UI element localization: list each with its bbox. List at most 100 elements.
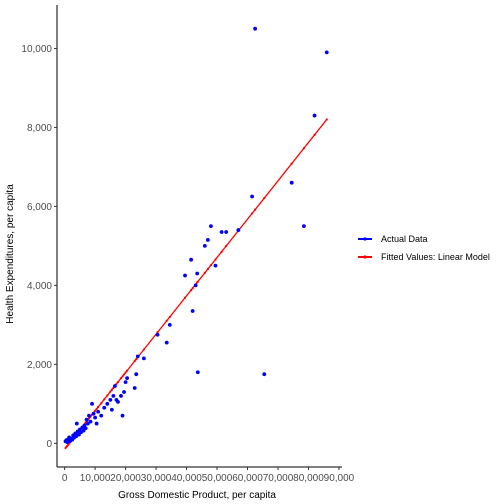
data-point [122, 390, 126, 394]
fitted-point [156, 331, 159, 334]
data-point [189, 257, 194, 262]
data-point [195, 370, 200, 375]
data-point [236, 228, 241, 232]
data-point [219, 230, 224, 234]
fitted-point [190, 289, 193, 292]
fitted-point [209, 264, 213, 267]
fitted-point [225, 244, 228, 248]
data-point [111, 394, 116, 398]
legend-label-actual-data: Actual Data [381, 234, 428, 244]
data-point [99, 413, 104, 418]
y-tick-label: 8,000 [27, 123, 52, 134]
data-point [167, 322, 172, 327]
fitted-point [133, 359, 136, 363]
fitted-point [100, 402, 103, 405]
data-point [262, 372, 267, 377]
x-tick-label: 70,000 [263, 473, 294, 484]
data-point [108, 397, 113, 402]
data-point [193, 283, 198, 288]
data-point [96, 409, 101, 414]
x-tick-label: 20,000 [110, 473, 141, 484]
fitted-point [124, 371, 127, 374]
data-point [93, 415, 98, 420]
data-point [195, 271, 200, 276]
data-point [120, 413, 125, 418]
y-tick-label: 10,000 [21, 44, 52, 55]
fitted-point [106, 394, 109, 397]
data-point [94, 421, 99, 426]
fitted-point [116, 381, 120, 384]
data-point [90, 401, 94, 406]
fitted-point [168, 315, 171, 319]
x-tick-label: 60,000 [232, 473, 263, 484]
fitted-point [109, 390, 112, 393]
fitted-point [254, 208, 257, 211]
fitted-point [290, 162, 293, 165]
data-point [289, 180, 294, 185]
fitted-point [142, 348, 145, 351]
fitted-point [121, 375, 124, 378]
data-point [213, 263, 218, 268]
data-point [312, 113, 317, 118]
data-point [132, 386, 137, 390]
fitted-point [214, 258, 217, 261]
data-point [113, 384, 117, 388]
data-point [155, 332, 160, 337]
fitted-point [183, 296, 187, 299]
data-point [84, 417, 89, 422]
data-point [87, 413, 91, 418]
data-point [164, 340, 169, 345]
data-point [125, 376, 130, 381]
data-point [85, 421, 90, 426]
x-axis-title: Gross Domestic Product, per capita [118, 490, 276, 501]
data-point [250, 194, 254, 199]
data-point [102, 405, 107, 410]
data-point [74, 434, 79, 439]
x-tick-label: 90,000 [324, 473, 355, 484]
data-point [202, 243, 207, 248]
x-tick-label: 10,000 [80, 473, 111, 484]
fitted-point [250, 212, 254, 215]
data-point [209, 224, 213, 229]
legend-key-actual-data-point [363, 237, 367, 241]
data-point [190, 309, 195, 313]
x-axis: 0 10,000 20,000 30,000 40,000 50,000 60,000 70,… [57, 466, 355, 484]
fitted-point [313, 133, 316, 136]
fitted-point [126, 369, 129, 372]
fitted-point [103, 398, 106, 401]
fitted-point [95, 407, 98, 411]
fitted-point [110, 388, 113, 391]
fitted-point [87, 417, 91, 420]
y-tick-label: 0 [46, 439, 52, 450]
data-point [183, 273, 187, 278]
data-point [105, 401, 110, 406]
legend-item-actual-data: Actual Data [358, 234, 428, 244]
x-tick-label: 40,000 [171, 473, 202, 484]
fitted-point [203, 271, 206, 274]
fitted-point [119, 377, 123, 380]
data-point [224, 230, 229, 234]
fitted-point [206, 267, 209, 271]
fitted-point [196, 280, 199, 283]
data-point [119, 394, 123, 398]
fitted-point [263, 197, 266, 200]
legend-key-fitted-values-point [363, 255, 367, 259]
fitted-point [94, 409, 97, 412]
data-point [141, 356, 146, 361]
legend-label-fitted-values: Fitted Values: Linear Model [381, 252, 490, 262]
x-tick-label: 50,000 [202, 473, 233, 484]
x-tick-label: 80,000 [293, 473, 324, 484]
fitted-point [97, 405, 100, 409]
data-point [253, 26, 258, 31]
y-tick-label: 4,000 [27, 281, 52, 292]
fitted-point [122, 373, 126, 376]
y-axis: 0 2,000 4,000 6,000 8,000 10,000 [21, 5, 58, 467]
y-tick-label: 2,000 [27, 360, 52, 371]
data-point [91, 411, 96, 416]
data-point [205, 238, 210, 242]
fitted-point [302, 147, 305, 150]
x-tick-label: 30,000 [141, 473, 172, 484]
data-points-layer [63, 26, 329, 445]
data-point [123, 380, 128, 385]
